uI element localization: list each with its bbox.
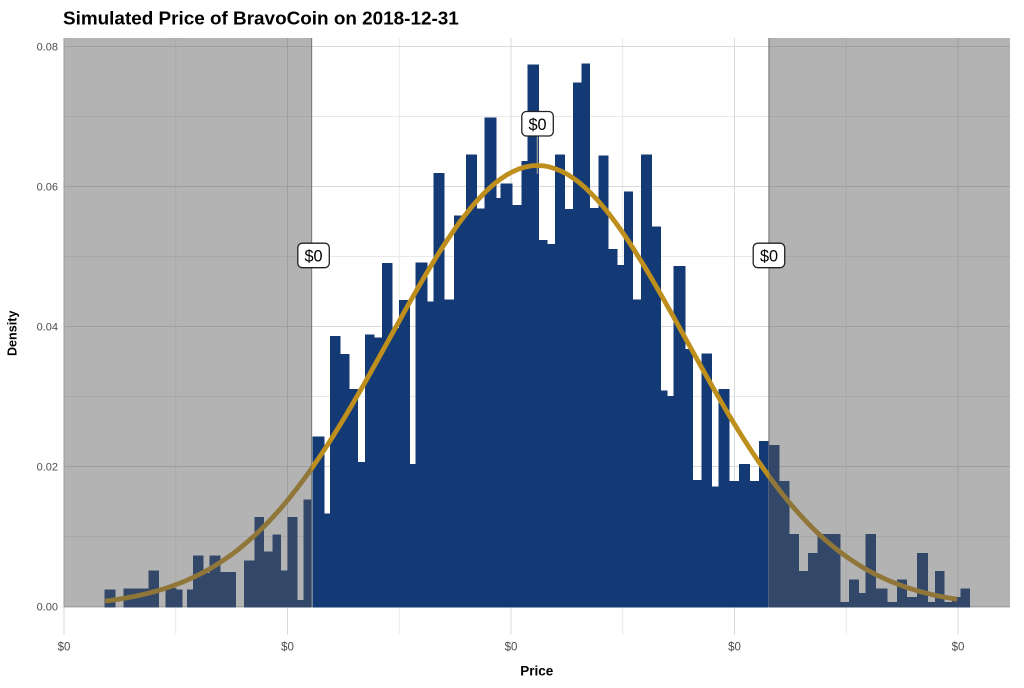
svg-text:$0: $0 (505, 642, 518, 654)
svg-text:0.06: 0.06 (37, 181, 58, 193)
svg-text:0.02: 0.02 (37, 461, 58, 473)
svg-text:$0: $0 (952, 642, 965, 654)
svg-text:0.00: 0.00 (37, 601, 58, 613)
svg-text:0.08: 0.08 (37, 41, 58, 53)
svg-text:Simulated Price of BravoCoin o: Simulated Price of BravoCoin on 2018-12-… (63, 9, 459, 30)
svg-text:$0: $0 (58, 642, 71, 654)
svg-text:0.04: 0.04 (37, 321, 58, 333)
svg-text:$0: $0 (760, 248, 778, 266)
svg-text:$0: $0 (304, 248, 322, 266)
svg-text:Price: Price (520, 664, 554, 679)
svg-text:Density: Density (6, 311, 20, 357)
svg-text:$0: $0 (528, 116, 546, 134)
svg-text:$0: $0 (281, 642, 294, 654)
svg-text:$0: $0 (728, 642, 741, 654)
